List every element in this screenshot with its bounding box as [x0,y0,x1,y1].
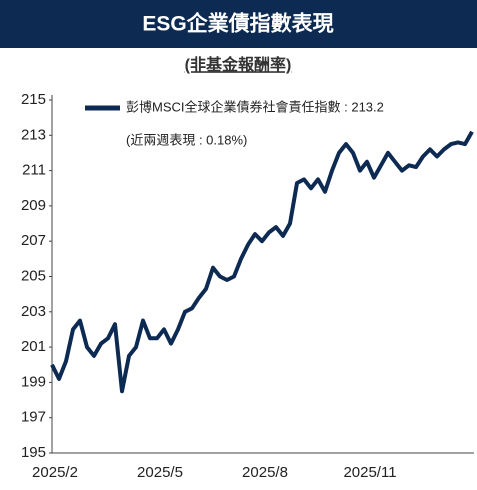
y-tick-label: 203 [21,303,46,320]
y-tick-label: 201 [21,338,46,355]
x-tick-label: 2025/5 [137,464,183,481]
series-line [50,130,474,394]
y-tick-label: 205 [21,267,46,284]
legend-label: 彭博MSCI全球企業債券社會責任指數 : 213.2 [126,99,384,114]
y-tick-label: 195 [21,444,46,461]
annotation: (近兩週表現 : 0.18%) [126,132,247,147]
y-tick-label: 211 [22,162,46,179]
y-tick-label: 199 [21,373,46,390]
x-tick-label: 2025/2 [32,464,78,481]
y-tick-label: 197 [21,409,46,426]
y-tick-label: 215 [21,91,46,108]
chart-subtitle: (非基金報酬率) [185,55,292,74]
chart-title: ESG企業債指數表現 [142,12,333,36]
title-banner [0,0,477,48]
y-tick-label: 213 [21,126,46,143]
x-tick-label: 2025/11 [343,464,396,481]
y-tick-label: 207 [21,232,46,249]
x-tick-label: 2025/8 [242,464,288,481]
y-tick-label: 209 [21,197,46,214]
